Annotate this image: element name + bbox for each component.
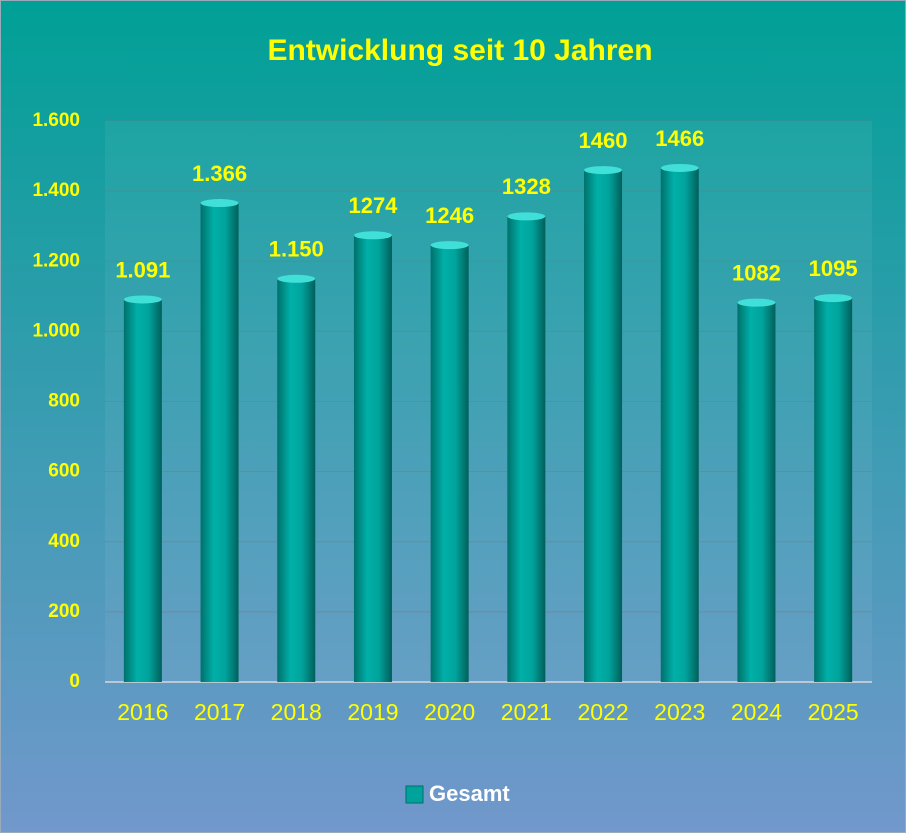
y-tick-label: 400 [48,531,80,552]
data-label: 1274 [348,193,398,218]
data-label: 1.150 [269,237,324,262]
bar [123,299,162,682]
data-label: 1095 [809,256,858,281]
y-tick-label: 1.400 [32,180,80,201]
x-tick-label: 2017 [194,699,245,725]
bar [200,203,239,682]
bar [507,216,546,682]
bar-cap [584,166,623,175]
y-tick-label: 1.000 [32,320,80,341]
bar [660,167,699,682]
data-label: 1082 [732,260,781,285]
bar-cap [200,199,239,208]
y-tick-label: 1.600 [32,110,80,131]
data-label: 1246 [425,203,474,228]
data-label: 1.366 [192,161,247,186]
data-label: 1328 [502,174,551,199]
bar-cap [507,212,546,221]
legend-label: Gesamt [429,781,510,806]
y-tick-label: 1.200 [32,250,80,271]
bar-cap [123,295,162,304]
x-tick-label: 2022 [577,699,628,725]
bar-cap [277,274,316,283]
bar [277,278,316,682]
bar-cap [737,298,776,307]
bar-cap [814,294,853,303]
x-tick-label: 2024 [731,699,782,725]
x-tick-label: 2020 [424,699,475,725]
data-label: 1.091 [115,257,170,282]
bar-cap [353,231,392,240]
y-tick-label: 800 [48,391,80,412]
y-tick-label: 0 [69,671,80,692]
y-tick-label: 200 [48,601,80,622]
bar [430,245,469,682]
x-tick-label: 2018 [271,699,322,725]
bar [737,302,776,682]
y-tick-label: 600 [48,461,80,482]
bar [814,298,853,682]
bar-cap [660,163,699,172]
legend-swatch [405,785,424,804]
chart-title: Entwicklung seit 10 Jahren [267,34,652,67]
x-tick-label: 2019 [347,699,398,725]
x-tick-label: 2025 [808,699,859,725]
bar-cap [430,241,469,250]
bar [584,170,623,682]
data-label: 1466 [655,126,704,151]
x-tick-label: 2016 [117,699,168,725]
x-tick-label: 2021 [501,699,552,725]
data-label: 1460 [579,128,628,153]
x-tick-label: 2023 [654,699,705,725]
bar [353,235,392,682]
